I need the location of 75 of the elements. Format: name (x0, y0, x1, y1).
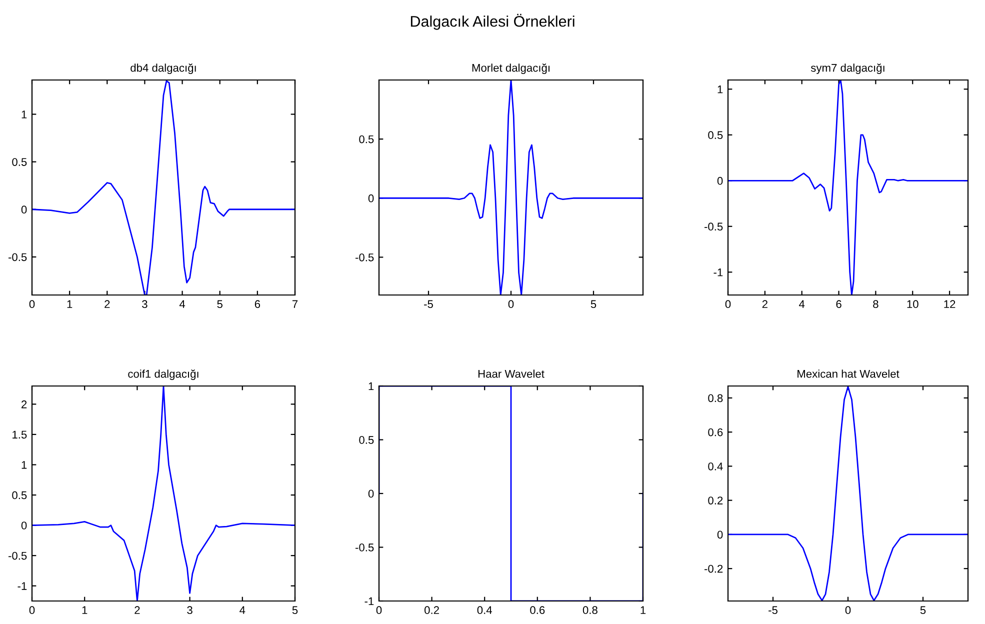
x-tick-label: 5 (292, 606, 298, 614)
x-tick-label: 5 (920, 606, 926, 614)
line-series (32, 80, 295, 295)
x-tick-label: -5 (424, 300, 433, 308)
x-tick-label: 0.6 (530, 606, 545, 614)
x-tick-label: 2 (762, 300, 768, 308)
x-tick-label: 6 (254, 300, 260, 308)
y-tick-label: 1 (718, 86, 723, 94)
x-tick-label: 5 (590, 300, 596, 308)
y-tick-label: 0.5 (359, 436, 374, 444)
y-tick-label: 0.5 (12, 158, 27, 166)
y-tick-label: 1 (22, 461, 27, 469)
x-tick-label: 2 (104, 300, 110, 308)
x-tick-label: 1 (67, 300, 72, 308)
x-tick-label: 2 (134, 606, 140, 614)
y-tick-label: 1 (368, 382, 374, 390)
y-tick-label: -0.5 (8, 552, 27, 560)
x-tick-label: 0.4 (477, 606, 492, 614)
x-tick-label: 0 (845, 606, 851, 614)
chart-title: Morlet dalgacığı (472, 63, 550, 74)
x-tick-label: -5 (768, 606, 778, 614)
y-tick-label: 0 (21, 206, 27, 214)
y-tick-label: 0.4 (708, 462, 723, 470)
y-tick-label: 0 (368, 194, 374, 202)
y-tick-label: -0.5 (355, 544, 374, 552)
x-tick-label: 0 (29, 300, 35, 308)
y-tick-label: -0.2 (704, 564, 723, 573)
x-tick-label: 8 (873, 300, 878, 308)
x-tick-label: 4 (240, 606, 246, 614)
x-tick-label: 0.8 (582, 606, 598, 614)
y-tick-label: 0.5 (12, 491, 27, 500)
line-series (32, 386, 295, 601)
y-tick-label: -1 (18, 582, 27, 590)
line-series (379, 80, 643, 295)
y-tick-label: 0 (368, 490, 374, 498)
y-tick-label: 2 (22, 400, 27, 408)
y-tick-label: 0 (21, 522, 27, 530)
y-tick-label: 1.5 (12, 430, 27, 439)
x-tick-label: 0 (508, 300, 514, 308)
x-tick-label: 10 (907, 300, 918, 308)
line-series (728, 80, 968, 295)
chart-title: db4 dalgacığı (130, 63, 196, 74)
y-tick-label: 0.8 (708, 394, 723, 402)
x-tick-label: 0 (376, 606, 382, 614)
line-series (728, 386, 968, 601)
y-tick-label: -0.5 (355, 253, 374, 262)
y-tick-label: 0.5 (359, 135, 374, 144)
y-tick-label: 0 (717, 530, 723, 539)
y-tick-label: -1 (364, 597, 374, 606)
y-tick-label: -0.5 (704, 222, 723, 231)
x-tick-label: 3 (142, 300, 148, 308)
x-tick-label: 4 (179, 300, 186, 308)
x-tick-label: 6 (836, 300, 842, 308)
x-tick-label: 0 (29, 606, 35, 614)
x-tick-label: 4 (799, 300, 805, 308)
y-tick-label: 0.5 (708, 131, 723, 140)
y-tick-label: -1 (714, 268, 723, 276)
x-tick-label: 12 (944, 300, 956, 308)
x-tick-label: 1 (640, 606, 646, 614)
x-tick-label: 7 (292, 300, 298, 308)
x-tick-label: 3 (187, 606, 192, 614)
x-tick-label: 0.2 (424, 606, 439, 614)
x-tick-label: 5 (217, 300, 222, 308)
y-tick-label: 0.6 (708, 428, 723, 436)
y-tick-label: 0.2 (708, 496, 723, 504)
y-tick-label: 0 (717, 176, 723, 185)
chart-title: Mexican hat Wavelet (798, 370, 900, 378)
y-tick-label: 1 (22, 110, 27, 118)
y-tick-label: -0.5 (8, 253, 27, 262)
chart-title: Haar Wavelet (478, 370, 544, 378)
chart-title: coif1 dalgacığı (128, 369, 198, 380)
chart-title: sym7 dalgacığı (810, 63, 884, 74)
x-tick-label: 0 (725, 300, 731, 308)
x-tick-label: 1 (82, 606, 88, 614)
text: Dalgacık Ailesi Örnekleri (410, 14, 574, 30)
